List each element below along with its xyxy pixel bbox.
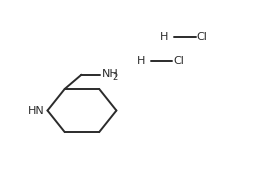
Text: NH: NH — [102, 69, 118, 79]
Text: H: H — [137, 56, 145, 66]
Text: H: H — [160, 32, 169, 42]
Text: HN: HN — [28, 105, 44, 115]
Text: Cl: Cl — [197, 32, 208, 42]
Text: Cl: Cl — [173, 56, 184, 66]
Text: 2: 2 — [112, 73, 117, 82]
